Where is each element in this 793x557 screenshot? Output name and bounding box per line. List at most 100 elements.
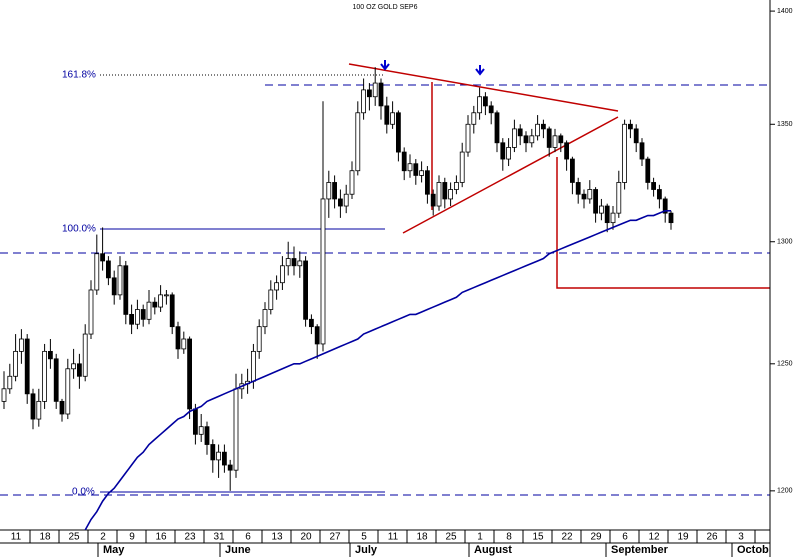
candle-body	[517, 128, 523, 137]
x-tick-label: 11	[388, 532, 399, 543]
candle-body	[575, 182, 581, 195]
candle-body	[59, 400, 65, 415]
candle-body	[645, 158, 651, 183]
candle-body	[407, 163, 413, 172]
candle-body	[42, 350, 47, 402]
candle-body	[320, 198, 326, 345]
candle-body	[424, 170, 430, 195]
candle-body	[535, 123, 540, 137]
candle-body	[7, 375, 13, 390]
candle-body	[158, 294, 164, 308]
candle-body	[303, 260, 309, 320]
candle-body	[500, 142, 506, 160]
candle-body	[482, 96, 488, 107]
candle-body	[48, 350, 53, 360]
candle-body	[599, 205, 604, 214]
candle-body	[297, 260, 303, 267]
candle-body	[111, 277, 117, 296]
candle-body	[285, 258, 291, 267]
candle-body	[668, 212, 674, 224]
candle-body	[13, 350, 19, 377]
candle-body	[651, 182, 656, 190]
candle-body	[123, 265, 129, 315]
x-tick-label: 15	[532, 532, 544, 543]
x-tick-label: 20	[300, 532, 312, 543]
candle-body	[628, 123, 633, 130]
candle-body	[100, 253, 105, 262]
x-tick-label: 19	[677, 532, 689, 543]
candle-body	[639, 142, 645, 160]
candle-body	[378, 82, 384, 107]
candle-body	[361, 89, 367, 114]
candle-body	[436, 182, 442, 207]
candle-body	[419, 170, 425, 176]
candle-body	[268, 289, 274, 310]
candle-body	[256, 326, 262, 352]
candle-body	[71, 363, 76, 370]
candle-body	[657, 189, 662, 200]
candle-body	[523, 135, 529, 144]
x-tick-label: 31	[213, 532, 225, 543]
x-tick-label: 16	[155, 532, 167, 543]
x-tick-label: 1	[477, 532, 483, 543]
arrow	[380, 60, 390, 71]
candle-body	[430, 193, 436, 207]
candle-body	[129, 314, 135, 325]
candle-body	[274, 282, 280, 291]
candle-body	[94, 253, 100, 291]
candle-body	[106, 260, 111, 279]
candle-body	[541, 123, 546, 130]
month-label: Octob	[737, 544, 769, 556]
candle-body	[366, 89, 372, 98]
candle-body	[413, 163, 419, 176]
x-tick-label: 9	[129, 532, 135, 543]
candle-body	[552, 135, 558, 148]
candle-body	[622, 123, 627, 183]
candle-body	[152, 301, 158, 308]
month-label: July	[355, 544, 378, 556]
candle-body	[355, 112, 361, 172]
candle-body	[24, 338, 30, 395]
candle-body	[146, 301, 152, 320]
candle-body	[558, 135, 564, 144]
candle-body	[308, 318, 314, 328]
candle-body	[442, 182, 448, 200]
candle-body	[291, 258, 297, 267]
x-tick-label: 11	[11, 532, 22, 543]
candle-body	[494, 112, 500, 144]
candle-body	[604, 205, 610, 224]
candle-body	[169, 294, 175, 328]
candle-body	[512, 128, 517, 148]
x-tick-label: 3	[738, 532, 744, 543]
candle-body	[181, 338, 187, 350]
x-tick-label: 25	[445, 532, 457, 543]
candle-body	[506, 147, 512, 160]
trendline	[348, 63, 619, 112]
candle-body	[117, 265, 123, 296]
x-tick-label: 2	[100, 532, 106, 543]
x-tick-label: 5	[361, 532, 367, 543]
candle-body	[448, 189, 454, 200]
candle-body	[279, 265, 285, 284]
candle-body	[546, 128, 552, 148]
x-tick-label: 18	[39, 532, 51, 543]
candle-body	[332, 182, 338, 200]
month-label: September	[611, 544, 669, 556]
candle-body	[488, 105, 494, 114]
candle-body	[210, 444, 216, 461]
candle-body	[65, 368, 71, 415]
x-tick-label: 6	[245, 532, 251, 543]
moving-average	[84, 209, 671, 530]
candle-body	[216, 451, 222, 461]
candle-body	[384, 105, 390, 125]
candle-body	[140, 309, 146, 320]
y-tick-label: 1350	[777, 121, 793, 128]
y-tick-label: 1400	[777, 8, 793, 15]
candle-body	[204, 426, 210, 445]
x-tick-label: 27	[329, 532, 341, 543]
candle-body	[77, 363, 82, 377]
candle-body	[163, 294, 169, 297]
x-tick-label: 13	[271, 532, 283, 543]
candle-body	[349, 170, 355, 195]
